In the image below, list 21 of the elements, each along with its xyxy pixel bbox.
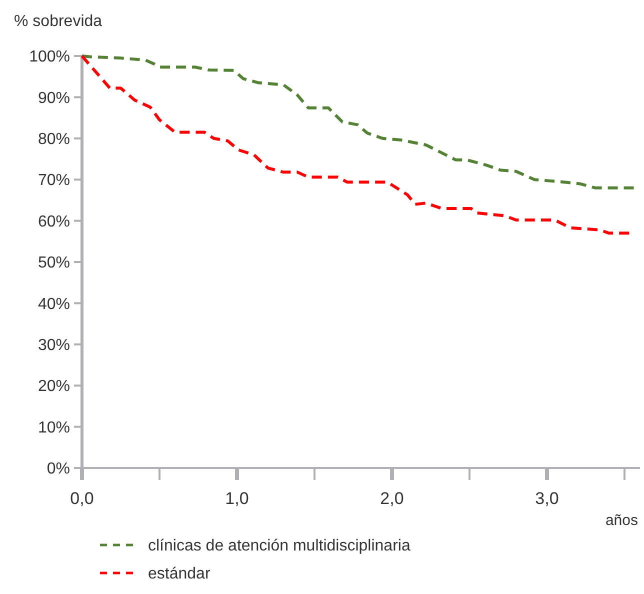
y-axis-title: % sobrevida <box>14 13 102 30</box>
y-tick-label: 70% <box>38 172 70 190</box>
y-tick-label: 60% <box>38 213 70 230</box>
y-tick-label: 100% <box>29 48 70 66</box>
y-tick-label: 40% <box>38 296 70 313</box>
x-tick-label: 0,0 <box>70 489 94 508</box>
x-tick-label: 2,0 <box>380 489 404 508</box>
legend-label: clínicas de atención multidisciplinaria <box>148 538 410 555</box>
y-tick-label: 90% <box>38 90 70 107</box>
y-tick-label: 30% <box>38 337 70 354</box>
x-axis-title: años <box>605 512 638 529</box>
x-tick-label: 1,0 <box>225 489 249 508</box>
line-series <box>80 54 631 235</box>
y-tick-label: 10% <box>38 419 70 436</box>
line-series <box>80 54 636 190</box>
y-tick-label: 50% <box>38 254 70 272</box>
y-tick-label: 20% <box>38 378 70 396</box>
x-tick-label: 3,0 <box>535 489 559 508</box>
legend-label: estándar <box>148 566 211 583</box>
y-tick-label: 0% <box>46 460 70 478</box>
y-tick-label: 80% <box>38 131 70 148</box>
